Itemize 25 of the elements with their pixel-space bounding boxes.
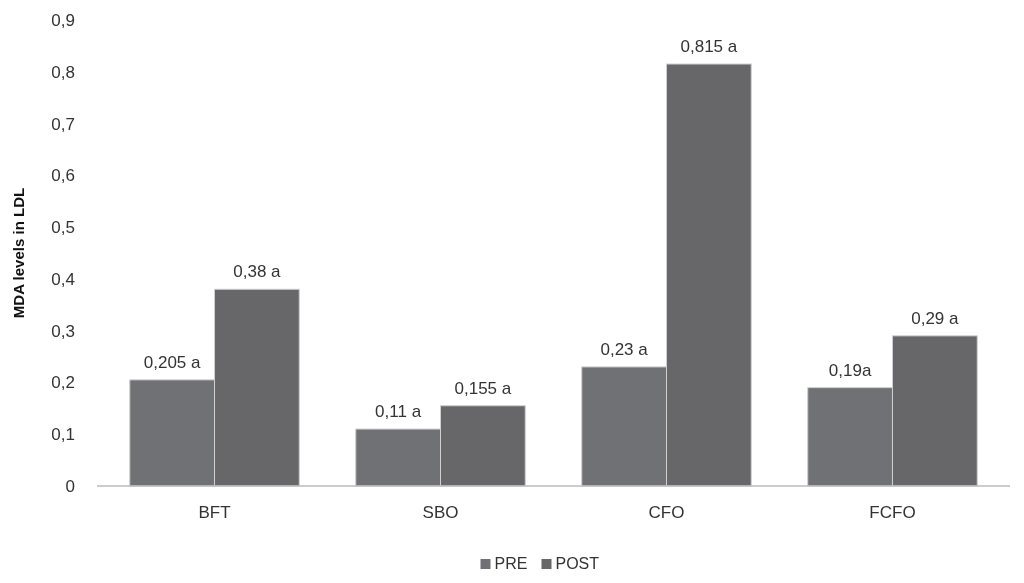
y-tick-label: 0,2 xyxy=(51,373,75,393)
y-tick-label: 0,1 xyxy=(51,425,75,445)
y-tick-label: 0,3 xyxy=(51,321,75,341)
data-label: 0,38 a xyxy=(233,262,282,282)
data-label: 0,155 a xyxy=(454,378,512,398)
data-label: 0,815 a xyxy=(680,37,738,57)
y-tick-label: 0 xyxy=(65,476,75,496)
data-label: 0,19a xyxy=(828,360,872,380)
x-tick-label: CFO xyxy=(648,503,685,522)
y-axis-title: MDA levels in LDL xyxy=(10,187,27,319)
data-label: 0,11 a xyxy=(375,402,422,422)
y-tick-label: 0,6 xyxy=(51,166,75,186)
legend-label: PRE xyxy=(494,555,528,572)
legend-label: POST xyxy=(555,555,600,572)
y-tick-label: 0,9 xyxy=(51,10,75,30)
x-tick-label: BFT xyxy=(198,503,231,522)
data-label: 0,29 a xyxy=(911,308,960,328)
y-tick-label: 0,4 xyxy=(51,269,75,289)
y-tick-label: 0,8 xyxy=(51,62,75,82)
x-tick-label: FCFO xyxy=(869,503,916,522)
data-label: 0,205 a xyxy=(143,352,202,372)
y-tick-label: 0,5 xyxy=(51,218,75,238)
x-tick-label: SBO xyxy=(422,503,459,522)
data-label: 0,23 a xyxy=(600,339,649,359)
y-tick-label: 0,7 xyxy=(51,114,75,134)
